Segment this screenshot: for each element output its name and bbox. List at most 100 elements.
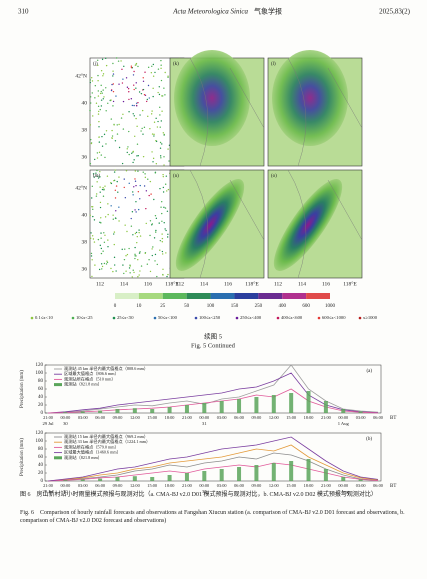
station-dot: [110, 99, 112, 101]
colorbar-segment: [258, 293, 283, 299]
bar: [150, 477, 155, 481]
lon-label: 112: [274, 281, 282, 287]
station-dot: [149, 270, 152, 273]
station-dot: [98, 151, 101, 154]
station-dot: [152, 87, 154, 90]
station-dot: [135, 87, 137, 89]
station-dot: [107, 102, 109, 104]
station-dot: [91, 235, 94, 237]
bar: [323, 401, 328, 413]
station-dot: [97, 105, 100, 108]
station-dot: [112, 90, 115, 93]
bar: [306, 391, 311, 413]
station-dot: [100, 237, 102, 239]
colorbar-segment: [186, 293, 211, 299]
station-dot: [138, 231, 140, 234]
station-dot: [100, 217, 102, 219]
station-dot: [133, 271, 135, 274]
station-dot: [112, 270, 114, 273]
y-tick-label: 0: [41, 411, 44, 416]
station-dot: [97, 238, 100, 241]
station-dot: [132, 194, 134, 196]
station-dot: [158, 86, 161, 88]
station-dot: [157, 68, 160, 70]
station-dot: [155, 140, 158, 143]
station-dot: [94, 264, 96, 266]
colorbar-tick: 10: [136, 304, 142, 309]
station-dot: [106, 175, 109, 177]
bar: [306, 459, 311, 481]
station-dot: [94, 85, 97, 87]
colorbar-tick: 250: [255, 304, 263, 309]
station-dot: [97, 74, 99, 77]
station-dot: [138, 274, 140, 276]
station-dot: [121, 82, 124, 84]
x-tick-label: 00:00: [338, 483, 348, 488]
x-tick-label: 00:00: [199, 415, 209, 420]
x-tick-label: 00:00: [60, 415, 70, 420]
station-dot: [97, 90, 99, 92]
station-dot: [128, 267, 131, 269]
panel-label: (k): [173, 62, 179, 67]
station-dot: [158, 222, 160, 224]
station-dot: [144, 173, 146, 175]
station-dot: [146, 263, 149, 265]
station-dot: [128, 111, 130, 113]
colorbar-tick: 400: [278, 304, 286, 309]
bar: [358, 479, 363, 481]
station-dot: [128, 91, 130, 93]
station-dot: [161, 237, 164, 240]
station-dot: [136, 105, 138, 107]
station-dot: [135, 201, 137, 203]
station-dot: [161, 250, 164, 253]
station-dot: [160, 206, 162, 208]
station-dot: [146, 98, 149, 101]
station-dot: [134, 257, 136, 260]
station-dot: [154, 172, 157, 174]
issue: 2025,83(2): [379, 8, 411, 16]
station-dot: [154, 253, 157, 256]
station-dot: [131, 104, 134, 107]
station-dot: [133, 88, 135, 91]
station-dot: [115, 185, 118, 187]
station-dot: [135, 82, 137, 84]
station-dot: [128, 153, 130, 156]
station-dot: [98, 126, 100, 128]
station-dot: [157, 120, 159, 123]
station-dot: [118, 146, 121, 149]
station-dot: [151, 248, 153, 250]
station-dot: [100, 154, 103, 156]
station-dot: [120, 60, 122, 62]
station-dot: [89, 96, 92, 98]
station-dot: [95, 195, 98, 197]
colorbar-segment: [306, 293, 330, 299]
station-dot: [144, 252, 146, 255]
station-dot: [162, 132, 165, 134]
station-dot: [116, 180, 118, 183]
x-tick-label: 03:00: [356, 483, 366, 488]
station-dot: [102, 73, 105, 75]
boundary: [287, 57, 363, 167]
station-dot: [129, 265, 131, 267]
station-dot: [126, 151, 128, 154]
station-dot: [113, 264, 116, 266]
bar: [132, 408, 137, 413]
station-dot: [135, 102, 138, 104]
x-tick-label: 15:00: [286, 415, 296, 420]
station-dot: [136, 125, 138, 128]
station-dot: [97, 64, 99, 67]
station-dot: [136, 235, 138, 238]
bar: [80, 479, 85, 481]
lon-label: 116: [224, 281, 232, 287]
station-dot: [140, 130, 142, 132]
colorbar-segment: [138, 293, 163, 299]
station-dot: [148, 97, 150, 99]
station-dot: [118, 123, 120, 126]
station-dot: [89, 124, 92, 126]
station-dot: [112, 214, 114, 216]
x-tick-label: 03:00: [78, 415, 88, 420]
station-dot: [153, 121, 156, 123]
station-dot: [134, 209, 136, 211]
station-dot: [145, 100, 148, 103]
